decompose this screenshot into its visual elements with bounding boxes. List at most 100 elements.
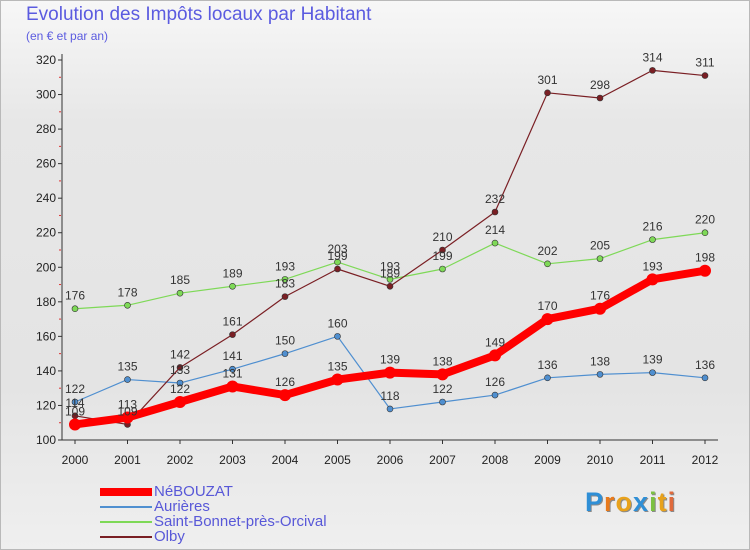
data-point: [596, 94, 604, 102]
data-label: 109: [117, 404, 137, 418]
legend-label: Saint-Bonnet-près-Orcival: [154, 513, 327, 530]
legend-label: NéBOUZAT: [154, 483, 233, 500]
data-point: [176, 379, 184, 387]
data-point: [124, 376, 131, 383]
logo-letter: r: [604, 487, 616, 517]
data-point: [436, 368, 449, 381]
x-tick-label: 2007: [429, 453, 456, 467]
legend-swatch: [100, 505, 152, 508]
data-point: [176, 289, 184, 297]
data-label: 232: [485, 192, 505, 206]
data-label: 126: [275, 375, 295, 389]
data-label: 170: [537, 299, 557, 313]
data-point: [646, 273, 659, 286]
data-point: [439, 265, 446, 273]
data-label: 136: [537, 358, 557, 372]
data-point: [489, 349, 501, 362]
data-label: 133: [170, 363, 190, 377]
data-point: [334, 333, 341, 340]
data-point: [281, 276, 289, 283]
data-point: [596, 255, 604, 262]
data-label: 122: [170, 382, 190, 396]
data-label: 136: [695, 358, 715, 372]
data-label: 178: [117, 285, 137, 299]
data-point: [176, 364, 184, 371]
chart-axes: 100 120 140 160 180 200 220 240 260 280 300 320 2000…: [36, 53, 719, 467]
x-tick-label: 2010: [587, 453, 614, 467]
data-label: 176: [65, 289, 85, 303]
y-tick-label: 240: [36, 191, 56, 205]
x-tick-label: 2002: [167, 453, 194, 467]
data-point: [174, 396, 186, 408]
data-label: 193: [380, 259, 400, 273]
data-point: [229, 331, 236, 338]
data-label: 216: [642, 220, 662, 234]
data-label: 161: [222, 315, 242, 329]
data-point: [541, 313, 554, 326]
data-point: [386, 405, 394, 413]
x-tick-label: 2001: [114, 453, 141, 467]
data-label: 205: [590, 239, 610, 253]
data-label: 113: [118, 398, 137, 412]
logo-letter: o: [615, 487, 634, 517]
y-tick-label: 160: [36, 329, 56, 343]
data-label: 203: [327, 242, 347, 256]
data-point: [226, 380, 239, 393]
data-point: [491, 239, 499, 247]
data-label: 149: [485, 335, 505, 349]
data-label: 298: [590, 78, 610, 92]
y-tick-label: 220: [36, 226, 56, 240]
data-label: 138: [432, 354, 452, 368]
legend-swatch: [100, 487, 152, 496]
data-label: 135: [327, 360, 347, 374]
data-point: [649, 67, 656, 74]
data-point: [649, 369, 656, 376]
data-point: [124, 301, 131, 309]
data-label: 135: [117, 360, 137, 374]
data-point: [701, 72, 709, 79]
x-tick-label: 2009: [534, 453, 561, 467]
logo-letter: P: [585, 487, 605, 517]
data-label: 126: [485, 375, 505, 389]
data-point: [596, 371, 604, 378]
y-tick-label: 100: [36, 433, 56, 447]
data-label: 141: [222, 349, 242, 363]
chart-subtitle: (en € et par an): [26, 29, 109, 43]
data-point: [229, 365, 236, 373]
data-label: 160: [327, 316, 347, 330]
logo-letter: t: [657, 487, 668, 517]
data-point: [334, 258, 341, 266]
data-point: [384, 366, 396, 379]
logo-letter: i: [667, 487, 677, 517]
data-point: [701, 374, 709, 382]
data-label: 189: [380, 266, 400, 280]
y-tick-label: 260: [36, 157, 56, 171]
data-label: 202: [537, 244, 557, 258]
data-point: [544, 374, 551, 382]
x-tick-label: 2005: [324, 453, 351, 467]
y-tick-label: 200: [36, 260, 56, 274]
data-label: 122: [65, 382, 85, 396]
proxiti-logo: Proxiti: [585, 487, 676, 518]
data-point: [544, 89, 551, 97]
data-point: [71, 305, 79, 313]
data-label: 185: [170, 273, 190, 287]
data-label: 109: [65, 404, 85, 418]
data-label: 138: [590, 354, 610, 368]
y-tick-label: 140: [36, 364, 56, 378]
data-label: 199: [432, 249, 452, 263]
x-tick-label: 2003: [219, 453, 246, 467]
logo-letter: x: [633, 487, 650, 517]
data-label: 193: [275, 259, 295, 273]
y-tick-label: 280: [36, 122, 56, 136]
data-label: 199: [327, 249, 347, 263]
data-label: 142: [170, 347, 190, 361]
data-label: 198: [695, 251, 715, 265]
data-point: [439, 398, 446, 406]
data-label: 114: [65, 396, 84, 410]
legend-swatch: [100, 535, 152, 538]
legend-swatch: [100, 520, 152, 523]
y-tick-label: 320: [36, 53, 56, 67]
